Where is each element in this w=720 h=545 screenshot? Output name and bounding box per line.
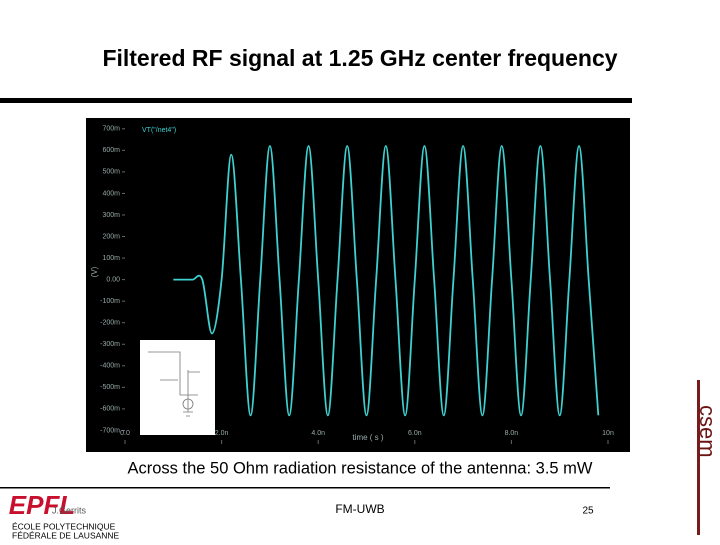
inset-source <box>182 398 194 410</box>
inset-wires <box>148 351 200 417</box>
y-tick-label: -700m <box>100 427 120 434</box>
y-tick-label: 200m <box>102 233 120 240</box>
y-tick-label: 700m <box>102 126 120 133</box>
title-bar <box>0 98 632 103</box>
institution: ÉCOLE POLYTECHNIQUE <box>12 521 116 531</box>
y-tick-label: 300m <box>102 212 120 219</box>
y-tick-label: 500m <box>102 169 120 176</box>
page-number: 25 <box>582 506 594 517</box>
signal-line <box>173 145 600 417</box>
x-tick-label: 4.0n <box>311 430 325 437</box>
y-tick-label: 600m <box>102 147 120 154</box>
y-tick-label: -600m <box>100 406 120 413</box>
x-axis-label: time ( s ) <box>352 433 383 442</box>
side-bar <box>697 380 700 535</box>
y-tick-label: -100m <box>100 298 120 305</box>
y-tick-label: -200m <box>100 320 120 327</box>
x-tick-label: 0.0 <box>120 430 130 437</box>
x-tick-label: 2.0n <box>215 430 229 437</box>
x-tick-label: 8.0n <box>505 430 519 437</box>
caption: Across the 50 Ohm radiation resistance o… <box>128 459 593 477</box>
y-tick-label: -500m <box>100 384 120 391</box>
side-logo: csem <box>695 405 720 458</box>
y-tick-label: -300m <box>100 341 120 348</box>
footer-text: FM-UWB <box>335 502 384 516</box>
x-tick-label: 6.0n <box>408 430 422 437</box>
plot: 700m 600m 500m 400m 300m 200m 100m 0.00 -100m -20… <box>90 126 614 444</box>
logo: EPFL <box>9 490 75 520</box>
legend-entry: VT("/net4") <box>142 127 176 134</box>
institution: FÉDÉRALE DE LAUSANNE <box>12 530 120 540</box>
y-tick-label: 400m <box>102 190 120 197</box>
x-tick-label: 10n <box>602 430 614 437</box>
slide-title: Filtered RF signal at 1.25 GHz center fr… <box>102 45 617 71</box>
footer-line <box>0 487 610 489</box>
inset-box <box>140 340 215 435</box>
author: J.Gerrits <box>52 505 87 515</box>
y-tick-label: 0.00 <box>106 276 120 283</box>
y-tick-label: -400m <box>100 363 120 370</box>
y-tick-label: 100m <box>102 255 120 262</box>
schematic-inset <box>140 340 215 435</box>
y-axis-label: (V) <box>90 266 99 277</box>
